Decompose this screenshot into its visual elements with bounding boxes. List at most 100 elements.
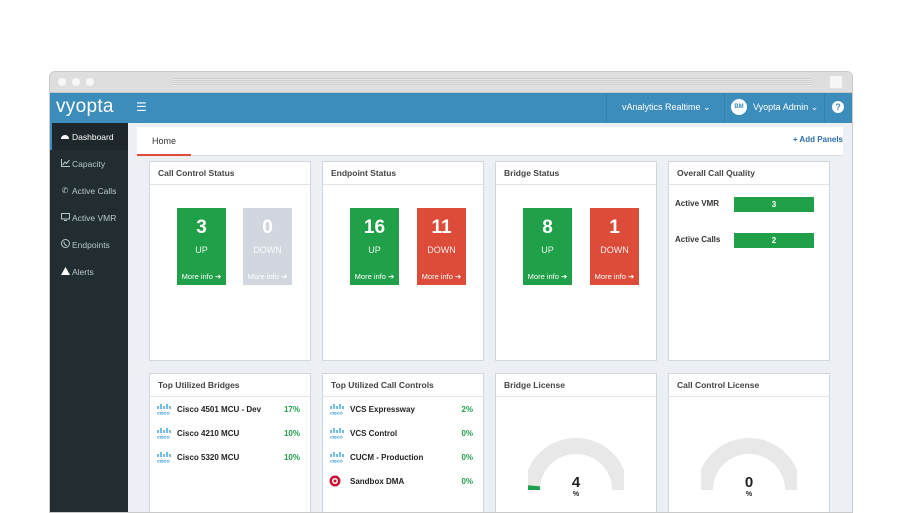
sidebar-item-label: Endpoints: [72, 239, 110, 250]
bridge-down-box[interactable]: 1 DOWN More info ➔: [590, 208, 639, 285]
quality-row-active-vmr[interactable]: Active VMR 3: [675, 197, 815, 212]
call-control-license-panel: Call Control License 0 %: [668, 373, 830, 512]
list-item[interactable]: CISCO VCS Expressway 2%: [329, 403, 473, 417]
quality-bar: 3: [734, 197, 814, 212]
sidebar-item-active-vmr[interactable]: Active VMR: [50, 204, 128, 231]
browser-chrome: [50, 72, 852, 93]
call-control-utilization: 0%: [461, 429, 473, 438]
down-count: 1: [609, 217, 620, 238]
list-item[interactable]: CISCO CUCM - Production 0%: [329, 451, 473, 465]
more-info-link[interactable]: More info ➔: [354, 272, 395, 281]
sidebar: Dashboard Capacity ✆ Active Calls Active…: [50, 123, 128, 512]
up-count: 8: [542, 217, 553, 238]
line-chart-icon: [60, 158, 70, 169]
call-control-down-box[interactable]: 0 DOWN More info ➔: [243, 208, 292, 285]
sidebar-item-capacity[interactable]: Capacity: [50, 150, 128, 177]
endpoint-down-box[interactable]: 11 DOWN More info ➔: [417, 208, 466, 285]
cisco-logo-icon: CISCO: [157, 428, 171, 439]
tab-home[interactable]: Home: [137, 127, 191, 156]
window-minimize-dot[interactable]: [72, 78, 80, 86]
dashboard-icon: [60, 132, 70, 141]
browser-window: vyopta ☰ vAnalytics Realtime ⌄ BM Vyopta…: [49, 71, 853, 513]
monitor-icon: [60, 212, 70, 223]
gauge-value: 4: [571, 474, 581, 491]
top-utilized-bridges-panel: Top Utilized Bridges CISCO Cisco 4501 MC…: [149, 373, 311, 512]
main-content: Home + Add Panels Call Control Status 3 …: [128, 123, 852, 512]
list-item[interactable]: CISCO VCS Control 0%: [329, 427, 473, 441]
call-control-name: Sandbox DMA: [350, 477, 405, 486]
panel-title: Call Control Status: [150, 162, 310, 185]
call-control-name: VCS Control: [350, 429, 398, 438]
call-control-name: CUCM - Production: [350, 453, 424, 462]
more-info-link[interactable]: More info ➔: [594, 272, 635, 281]
divider: [606, 93, 607, 123]
svg-text:CISCO: CISCO: [330, 459, 343, 464]
down-label: DOWN: [600, 245, 629, 255]
browser-menu-button[interactable]: [830, 76, 842, 88]
avatar[interactable]: BM: [731, 99, 747, 115]
more-info-link[interactable]: More info ➔: [247, 272, 288, 281]
user-menu[interactable]: Vyopta Admin ⌄: [753, 102, 819, 112]
bridge-name: Cisco 4210 MCU: [177, 429, 240, 438]
gauge-arc: [524, 438, 628, 491]
sidebar-item-dashboard[interactable]: Dashboard: [50, 123, 128, 150]
list-item[interactable]: CISCO Cisco 4210 MCU 10%: [156, 427, 300, 441]
endpoint-up-box[interactable]: 16 UP More info ➔: [350, 208, 399, 285]
help-icon[interactable]: ?: [832, 101, 844, 113]
svg-text:CISCO: CISCO: [330, 411, 343, 416]
bridge-utilization: 17%: [283, 405, 300, 414]
down-count: 11: [431, 217, 452, 238]
endpoint-status-panel: Endpoint Status 16 UP More info ➔ 11 DOW…: [322, 161, 484, 361]
phone-icon: ✆: [61, 186, 69, 195]
gauge-unit: %: [745, 491, 753, 498]
top-utilized-call-controls-panel: Top Utilized Call Controls CISCO VCS Exp…: [322, 373, 484, 512]
sidebar-item-active-calls[interactable]: ✆ Active Calls: [50, 177, 128, 204]
address-bar[interactable]: [172, 78, 812, 86]
vyopta-logo[interactable]: vyopta: [56, 96, 114, 117]
bridge-license-panel: Bridge License 4 %: [495, 373, 657, 512]
add-panels-link[interactable]: + Add Panels: [792, 135, 843, 144]
up-count: 3: [196, 217, 207, 238]
bridge-license-gauge: 4 %: [524, 438, 628, 498]
sidebar-item-label: Active Calls: [72, 185, 117, 196]
bridge-up-box[interactable]: 8 UP More info ➔: [523, 208, 572, 285]
call-control-up-box[interactable]: 3 UP More info ➔: [177, 208, 226, 285]
sidebar-item-label: Capacity: [72, 158, 106, 169]
sidebar-item-label: Alerts: [72, 266, 94, 277]
sidebar-item-endpoints[interactable]: Endpoints: [50, 231, 128, 258]
call-control-license-gauge: 0 %: [697, 438, 801, 498]
gauge-value: 0: [744, 474, 754, 491]
panel-title: Top Utilized Bridges: [150, 374, 310, 397]
more-info-link[interactable]: More info ➔: [421, 272, 462, 281]
up-label: UP: [195, 245, 208, 255]
list-item[interactable]: CISCO Cisco 4501 MCU - Dev 17%: [156, 403, 300, 417]
sidebar-item-alerts[interactable]: Alerts: [50, 258, 128, 285]
down-label: DOWN: [427, 245, 456, 255]
sidebar-item-label: Active VMR: [72, 212, 117, 223]
cisco-logo-icon: CISCO: [157, 452, 171, 464]
up-label: UP: [541, 245, 554, 255]
svg-text:CISCO: CISCO: [157, 411, 170, 416]
warning-icon: [60, 266, 70, 277]
cisco-logo-icon: CISCO: [157, 404, 171, 416]
bridge-utilization: 10%: [283, 429, 300, 438]
list-item[interactable]: CISCO Cisco 5320 MCU 10%: [156, 451, 300, 465]
svg-text:CISCO: CISCO: [157, 459, 170, 464]
panel-title: Bridge Status: [496, 162, 656, 185]
bridge-utilization: 10%: [283, 453, 300, 462]
call-control-status-panel: Call Control Status 3 UP More info ➔ 0 D…: [149, 161, 311, 361]
panel-title: Bridge License: [496, 374, 656, 397]
analytics-menu[interactable]: vAnalytics Realtime ⌄: [622, 102, 711, 112]
bridge-name: Cisco 4501 MCU - Dev: [177, 405, 262, 414]
quality-row-active-calls[interactable]: Active Calls 2: [675, 233, 815, 248]
list-item[interactable]: Sandbox DMA 0%: [329, 475, 473, 489]
panel-title: Endpoint Status: [323, 162, 483, 185]
window-maximize-dot[interactable]: [86, 78, 94, 86]
more-info-link[interactable]: More info ➔: [527, 272, 568, 281]
panel-title: Call Control License: [669, 374, 829, 397]
overall-call-quality-panel: Overall Call Quality Active VMR 3 Active…: [668, 161, 830, 361]
window-close-dot[interactable]: [58, 78, 66, 86]
cisco-logo-icon: CISCO: [330, 404, 344, 416]
more-info-link[interactable]: More info ➔: [181, 272, 222, 281]
hamburger-icon[interactable]: ☰: [136, 100, 147, 114]
